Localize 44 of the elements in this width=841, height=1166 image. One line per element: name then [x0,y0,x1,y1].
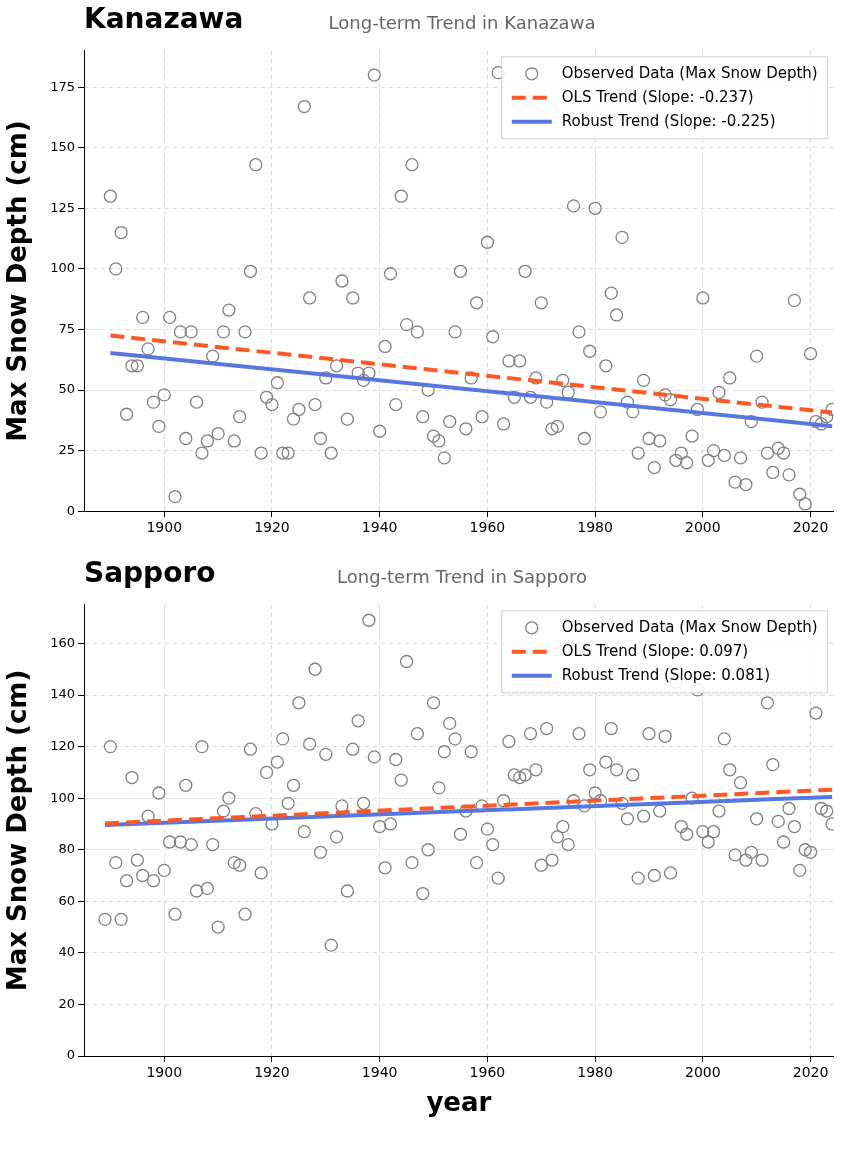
x-tick-label: 2000 [685,519,721,536]
y-tick-label: 120 [50,737,75,753]
y-tick-label: 0 [66,502,75,518]
legend-label: Observed Data (Max Snow Depth) [561,617,818,636]
legend-label: Observed Data (Max Snow Depth) [561,63,818,82]
chart-title: Kanazawa [84,2,244,35]
y-tick-label: 20 [58,995,75,1011]
y-tick-label: 75 [58,320,75,336]
x-tick-label: 2020 [792,519,829,536]
x-tick-label: 1900 [146,1064,183,1081]
chart-subtitle: Long-term Trend in Sapporo [337,566,587,587]
y-tick-label: 125 [50,199,75,215]
chart-subtitle: Long-term Trend in Kanazawa [328,12,596,33]
x-tick-label: 1960 [469,1064,506,1081]
x-tick-label: 1940 [361,1064,398,1081]
y-tick-label: 0 [66,1047,75,1063]
y-tick-label: 150 [50,139,75,155]
y-tick-label: 60 [58,892,75,908]
x-tick-label: 1900 [146,519,183,536]
x-tick-label: 1940 [361,519,398,536]
y-tick-label: 100 [50,260,75,276]
legend-label: Robust Trend (Slope: 0.081) [561,665,771,684]
y-tick-label: 140 [50,686,75,702]
chart-title: Sapporo [84,556,216,589]
x-tick-label: 2000 [685,1064,721,1081]
x-tick-label: 1980 [577,1064,613,1081]
y-tick-label: 80 [58,841,75,857]
y-tick-label: 160 [50,634,75,650]
y-tick-label: 25 [58,442,75,457]
x-tick-label: 1920 [254,1064,290,1081]
y-axis-title: Max Snow Depth (cm) [2,669,33,992]
y-tick-label: 100 [50,789,75,805]
legend-label: OLS Trend (Slope: -0.237) [561,87,754,106]
legend-label: Robust Trend (Slope: -0.225) [561,111,776,130]
x-tick-label: 2020 [792,1064,829,1081]
x-tick-label: 1920 [254,519,290,536]
y-tick-label: 40 [58,944,75,960]
y-tick-label: 175 [50,78,75,94]
x-tick-label: 1980 [577,519,613,536]
y-axis-title: Max Snow Depth (cm) [2,120,33,442]
y-tick-label: 50 [58,381,75,397]
legend-label: OLS Trend (Slope: 0.097) [561,641,749,660]
x-tick-label: 1960 [469,519,506,536]
x-axis-title: year [426,1087,492,1118]
